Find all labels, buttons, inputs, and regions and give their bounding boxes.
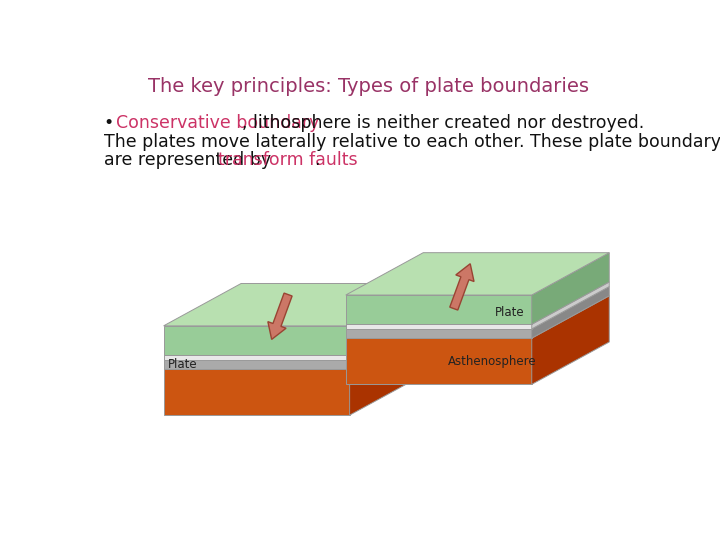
Polygon shape bbox=[268, 293, 292, 340]
Text: •: • bbox=[104, 114, 120, 132]
Text: The plates move laterally relative to each other. These plate boundary: The plates move laterally relative to ea… bbox=[104, 132, 720, 151]
Polygon shape bbox=[346, 325, 532, 329]
Text: .: . bbox=[314, 151, 320, 169]
Polygon shape bbox=[532, 282, 609, 329]
Text: Conservative boundary: Conservative boundary bbox=[116, 114, 320, 132]
Polygon shape bbox=[163, 355, 350, 360]
Text: , lithosphere is neither created nor destroyed.: , lithosphere is neither created nor des… bbox=[242, 114, 644, 132]
Polygon shape bbox=[346, 329, 532, 338]
Polygon shape bbox=[350, 318, 427, 369]
Text: transform faults: transform faults bbox=[218, 151, 358, 169]
Polygon shape bbox=[350, 313, 427, 360]
Text: are represented by: are represented by bbox=[104, 151, 276, 169]
Polygon shape bbox=[532, 287, 609, 338]
Polygon shape bbox=[346, 295, 532, 325]
Polygon shape bbox=[450, 264, 474, 310]
Polygon shape bbox=[163, 284, 427, 326]
Polygon shape bbox=[346, 253, 609, 295]
Text: Plate: Plate bbox=[495, 306, 524, 319]
Text: The key principles: Types of plate boundaries: The key principles: Types of plate bound… bbox=[148, 77, 590, 96]
Polygon shape bbox=[163, 326, 350, 355]
Polygon shape bbox=[163, 360, 350, 369]
Polygon shape bbox=[350, 284, 427, 355]
Text: Asthenosphere: Asthenosphere bbox=[448, 355, 536, 368]
Polygon shape bbox=[346, 338, 532, 384]
Polygon shape bbox=[350, 327, 427, 415]
Polygon shape bbox=[532, 253, 609, 325]
Text: Plate: Plate bbox=[168, 358, 198, 371]
Polygon shape bbox=[163, 369, 350, 415]
Polygon shape bbox=[532, 296, 609, 384]
